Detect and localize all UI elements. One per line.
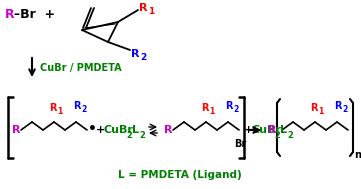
- Text: R: R: [131, 49, 139, 59]
- Text: CuBr / PMDETA: CuBr / PMDETA: [40, 63, 122, 73]
- Text: n: n: [354, 150, 361, 160]
- Text: R: R: [12, 125, 21, 135]
- Text: L = PMDETA (Ligand): L = PMDETA (Ligand): [118, 170, 242, 180]
- Text: 1: 1: [148, 8, 154, 16]
- Text: L: L: [132, 125, 139, 135]
- Text: R: R: [164, 125, 173, 135]
- Text: R: R: [73, 101, 81, 111]
- Text: +: +: [244, 125, 253, 135]
- Text: Br: Br: [234, 139, 246, 149]
- Text: R: R: [5, 9, 15, 22]
- Text: 2: 2: [139, 130, 145, 139]
- Text: 1: 1: [209, 108, 214, 116]
- Text: R: R: [268, 125, 277, 135]
- Text: R: R: [225, 101, 232, 111]
- Text: 2: 2: [126, 130, 132, 139]
- Text: 2: 2: [342, 105, 347, 115]
- Text: 2: 2: [287, 130, 293, 139]
- Text: R: R: [310, 103, 318, 113]
- Text: 2: 2: [233, 105, 238, 115]
- Text: R: R: [201, 103, 209, 113]
- Text: –Br  +: –Br +: [14, 9, 55, 22]
- Text: +: +: [96, 125, 105, 135]
- Text: 2: 2: [140, 53, 146, 63]
- Text: R: R: [334, 101, 342, 111]
- Text: 1: 1: [57, 108, 62, 116]
- Text: CuBr: CuBr: [104, 125, 134, 135]
- Text: CuBr: CuBr: [252, 125, 282, 135]
- Text: L: L: [280, 125, 287, 135]
- Text: 2: 2: [81, 105, 86, 115]
- Text: 1: 1: [318, 108, 323, 116]
- Text: 2: 2: [274, 130, 280, 139]
- Text: R: R: [49, 103, 57, 113]
- Text: •: •: [88, 122, 97, 136]
- Text: R: R: [139, 3, 148, 13]
